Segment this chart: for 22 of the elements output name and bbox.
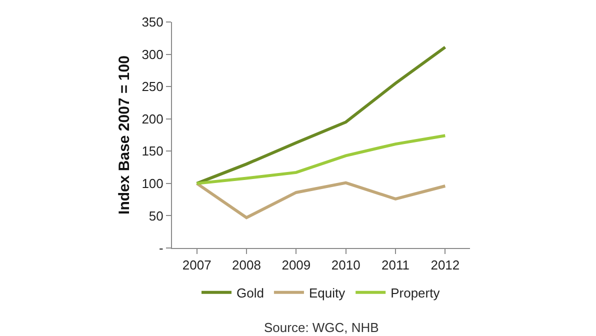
y-tick-label: 300: [142, 46, 164, 62]
y-tick-label: 350: [142, 14, 164, 30]
y-tick-label: -: [159, 240, 164, 256]
legend-label: Equity: [308, 285, 346, 300]
line-series: [195, 134, 447, 185]
x-tick-label: 2008: [232, 258, 261, 273]
line-series: [195, 46, 447, 185]
source-note: Source: WGC, NHB: [264, 320, 379, 335]
x-tick-label: 2007: [182, 258, 212, 273]
y-tick-label: 200: [142, 111, 164, 126]
legend-label: Property: [390, 285, 440, 300]
legend-label: Gold: [236, 285, 264, 300]
line-series: [195, 181, 447, 220]
y-tick-label: 50: [148, 208, 164, 224]
x-tick-label: 2009: [282, 258, 311, 273]
y-tick-label: 150: [142, 144, 164, 159]
y-tick-label: 100: [142, 176, 164, 191]
y-axis-title: Index Base 2007 = 100: [116, 56, 133, 214]
x-tick-label: 2010: [331, 258, 360, 273]
x-tick-label: 2011: [382, 258, 410, 273]
y-tick-label: 250: [142, 79, 164, 94]
x-tick-label: 2012: [430, 258, 460, 273]
